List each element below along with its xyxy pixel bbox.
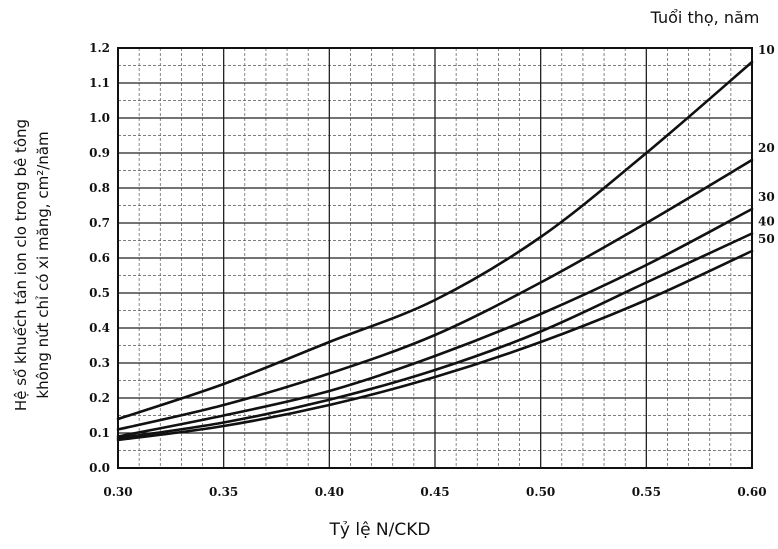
x-tick-labels: 0.30 0.35 0.40 0.45 0.50 0.55 0.60: [103, 485, 766, 499]
y-tick-label: 0.4: [89, 321, 110, 335]
legend-title: Tuổi thọ, năm: [650, 8, 760, 27]
plot-frame: [117, 47, 753, 469]
y-tick-label: 0.5: [89, 286, 110, 300]
y-tick-label: 0.8: [89, 181, 110, 195]
series-label-10: 10: [758, 43, 775, 57]
y-tick-label: 0.1: [89, 426, 110, 440]
y-tick-label: 0.3: [89, 356, 110, 370]
y-tick-label: 0.2: [89, 391, 110, 405]
series-label-50: 50: [758, 232, 775, 246]
y-axis-label-line-2: không nứt chỉ có xi măng, cm²/năm: [34, 131, 52, 398]
y-tick-label: 1.2: [89, 41, 110, 55]
y-axis-label-line-1: Hệ số khuếch tán ion clo trong bê tông: [12, 119, 30, 411]
series-label-30: 30: [758, 190, 775, 204]
series-labels: 10 20 30 40 50: [758, 43, 775, 246]
series-line-40: [116, 232, 754, 440]
series-label-20: 20: [758, 141, 775, 155]
y-tick-label: 1.1: [89, 76, 110, 90]
y-tick-labels: 0.0 0.1 0.2 0.3 0.4 0.5 0.6 0.7 0.8 0.9 1.0 1.1 1.2: [89, 41, 110, 475]
series-line-50: [116, 249, 754, 442]
x-tick-label: 0.45: [420, 485, 449, 499]
x-tick-label: 0.50: [526, 485, 555, 499]
x-tick-label: 0.60: [737, 485, 766, 499]
series-line-20: [116, 158, 754, 431]
y-tick-label: 0.7: [89, 216, 110, 230]
x-tick-label: 0.40: [315, 485, 344, 499]
x-axis-label: Tỷ lệ N/CKD: [329, 520, 431, 540]
y-tick-label: 0.0: [89, 461, 110, 475]
y-tick-label: 0.6: [89, 251, 110, 265]
major-grid: [118, 48, 752, 468]
x-tick-label: 0.35: [209, 485, 238, 499]
y-tick-label: 0.9: [89, 146, 110, 160]
x-tick-label: 0.55: [632, 485, 661, 499]
y-tick-label: 1.0: [89, 111, 110, 125]
x-tick-label: 0.30: [103, 485, 132, 499]
series-label-40: 40: [758, 215, 775, 229]
series-line-10: [116, 60, 754, 421]
series-layer: [116, 60, 754, 442]
series-line-30: [116, 207, 754, 438]
